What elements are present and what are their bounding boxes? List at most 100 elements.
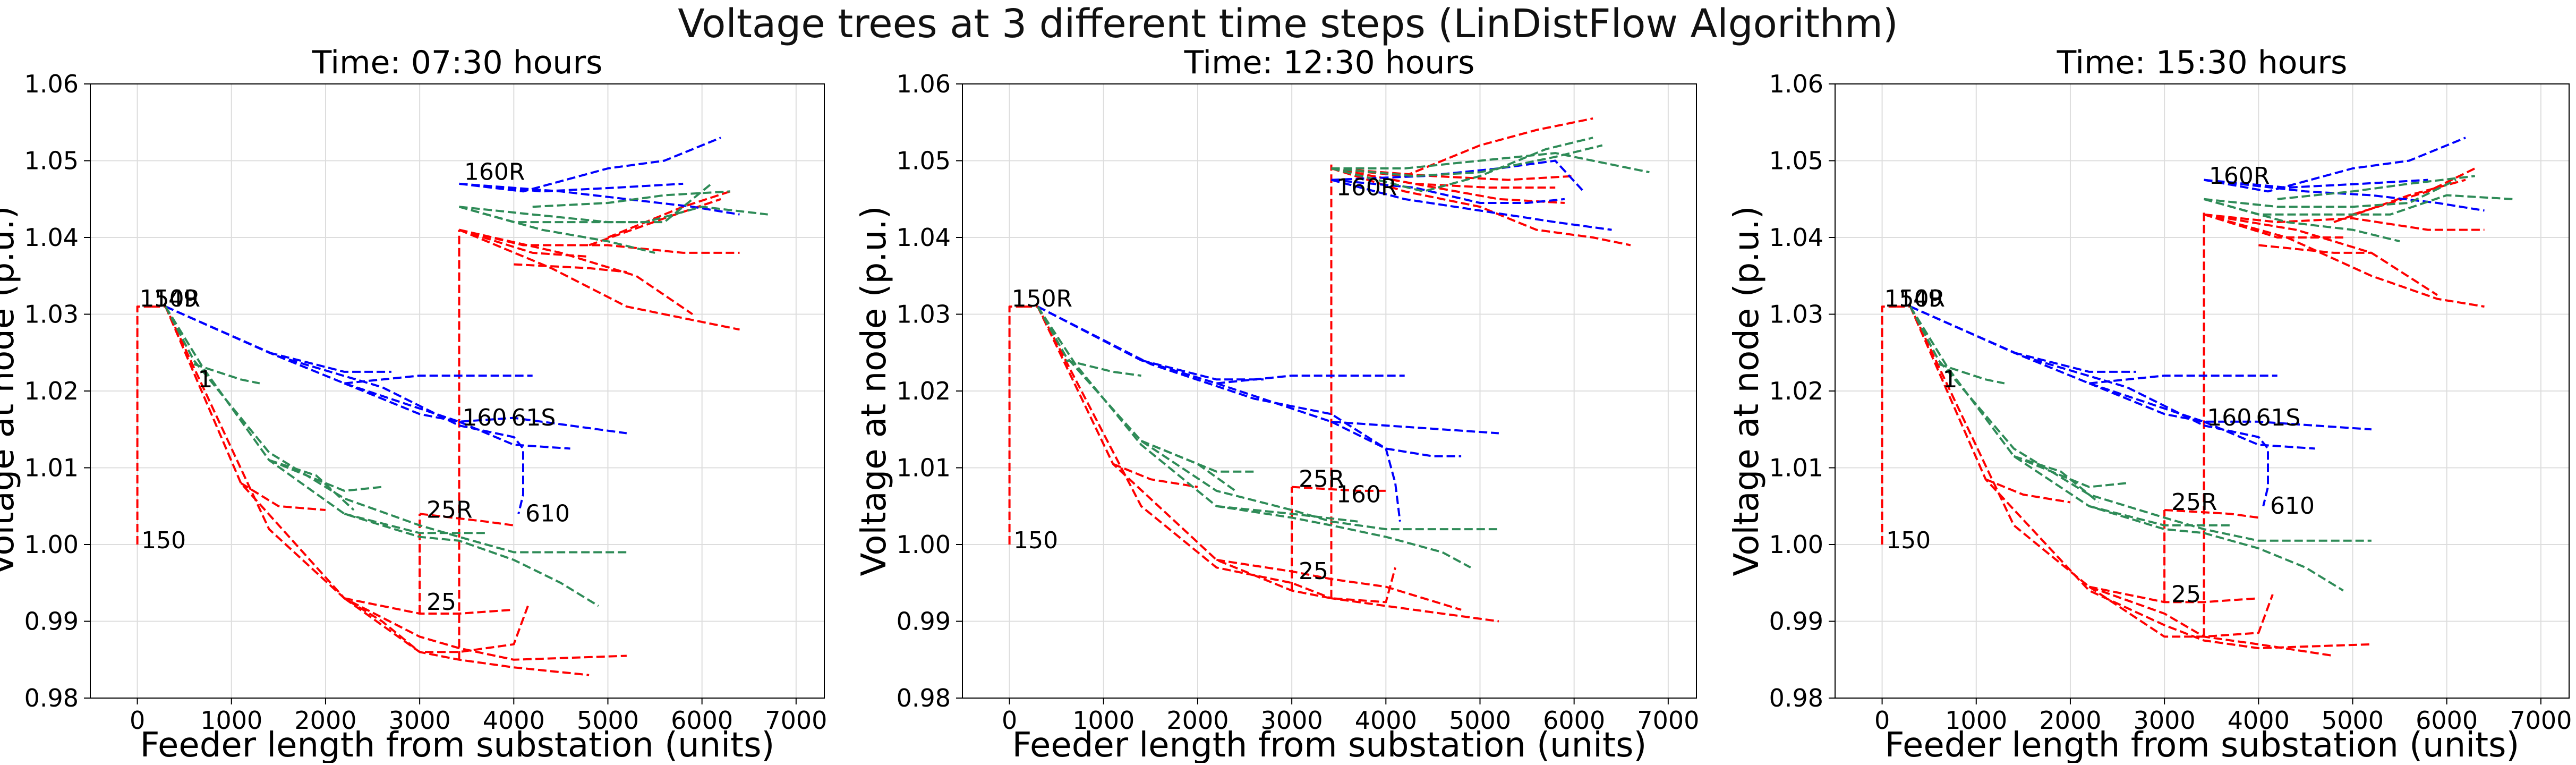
- series-line-phase-b: [165, 305, 627, 435]
- series-line-phase-c: [2203, 194, 2513, 216]
- node-label: 149: [153, 285, 198, 312]
- node-label: 160R: [1336, 174, 1397, 201]
- y-tick-label: 1.06: [24, 70, 79, 98]
- series-line-phase-a: [240, 482, 326, 511]
- series-line-phase-b: [1330, 178, 1612, 231]
- x-tick-label: 5000: [2322, 706, 2384, 735]
- x-tick-label: 3000: [389, 706, 451, 735]
- series-line-phase-b: [344, 382, 459, 423]
- node-label: 61S: [2256, 404, 2300, 431]
- series-line-phase-b: [1331, 159, 1584, 192]
- node-label: 149: [1898, 285, 1943, 312]
- x-tick-label: 4000: [2228, 706, 2290, 735]
- y-tick-label: 1.03: [24, 300, 79, 329]
- series-line-phase-a: [1112, 463, 1198, 488]
- x-tick-label: 7000: [2510, 706, 2572, 735]
- series-line-phase-c: [2277, 175, 2476, 200]
- series-line-phase-b: [2204, 137, 2466, 193]
- node-label: 150: [1886, 527, 1931, 554]
- y-tick-label: 0.99: [24, 607, 79, 636]
- series-line-phase-a: [459, 228, 694, 316]
- node-label: 150R: [1012, 285, 1073, 312]
- series-line-phase-c: [164, 306, 627, 554]
- x-tick-label: 6000: [671, 706, 733, 735]
- y-axis-label: Voltage at node (p.u.): [1727, 206, 1767, 576]
- series-line-phase-c: [2204, 178, 2457, 208]
- series-line-phase-a: [2203, 213, 2343, 239]
- series-line-phase-c: [2088, 505, 2231, 526]
- x-tick-label: 1000: [1072, 706, 1135, 735]
- node-label: 61S: [511, 404, 556, 431]
- series-line-phase-a: [607, 190, 731, 239]
- series-line-phase-b: [2089, 375, 2278, 385]
- node-label: 1: [198, 366, 212, 393]
- x-tick-label: 7000: [1637, 706, 1699, 735]
- node-label: 610: [2270, 492, 2315, 520]
- node-label: 25: [1299, 558, 1328, 585]
- series-line-phase-a: [1036, 306, 1396, 604]
- series-line-phase-b: [1037, 305, 1401, 522]
- y-tick-label: 1.00: [1769, 530, 1823, 559]
- x-tick-label: 3000: [2134, 706, 2196, 735]
- node-label: 25R: [2171, 489, 2217, 516]
- x-axis-label: Feeder length from substation (units): [140, 726, 775, 763]
- series-line-phase-a: [136, 305, 152, 545]
- y-tick-label: 0.98: [897, 684, 951, 712]
- x-tick-label: 6000: [2416, 706, 2478, 735]
- node-label: 25: [2171, 581, 2201, 608]
- series-line-phase-a: [2258, 244, 2372, 254]
- series-line-phase-b: [459, 137, 721, 193]
- series-line-phase-c: [1036, 306, 1499, 531]
- series-line-phase-a: [458, 228, 590, 258]
- x-tick-label: 6000: [1543, 706, 1605, 735]
- series-line-phase-b: [459, 182, 684, 193]
- chart-title: Time: 07:30 hours: [312, 44, 603, 81]
- series-line-phase-a: [1023, 305, 1499, 623]
- node-label: 160R: [464, 159, 525, 186]
- series-line-phase-b: [1909, 305, 2269, 507]
- series-line-phase-c: [1140, 440, 1255, 473]
- series-line-phase-a: [164, 306, 627, 661]
- series-line-phase-a: [344, 597, 514, 615]
- series-line-phase-a: [2203, 213, 2485, 308]
- series-line-phase-a: [1216, 558, 1462, 611]
- y-tick-label: 1.01: [24, 454, 79, 482]
- series-line-phase-b: [2204, 178, 2428, 189]
- chart-title: Time: 15:30 hours: [2057, 44, 2348, 81]
- series-line-phase-a: [1008, 305, 1024, 545]
- y-tick-label: 1.04: [24, 223, 79, 252]
- series-line-phase-a: [2164, 509, 2259, 519]
- y-tick-label: 1.02: [897, 377, 951, 405]
- series-line-phase-a: [1291, 486, 1386, 492]
- series-line-phase-c: [458, 206, 768, 224]
- y-tick-label: 1.02: [24, 377, 79, 405]
- series-line-phase-b: [2203, 420, 2315, 450]
- x-tick-label: 1000: [200, 706, 262, 735]
- series-line-phase-c: [2203, 198, 2400, 243]
- series-line-phase-b: [458, 420, 570, 450]
- y-tick-label: 0.99: [897, 607, 951, 636]
- x-tick-label: 0: [1874, 706, 1890, 735]
- y-tick-label: 1.00: [897, 530, 951, 559]
- series-line-phase-b: [2014, 351, 2136, 373]
- series-line-phase-c: [458, 206, 655, 254]
- series-line-phase-b: [1141, 359, 1264, 381]
- figure-title: Voltage trees at 3 different time steps …: [678, 1, 1898, 47]
- y-tick-label: 1.01: [897, 454, 951, 482]
- y-tick-label: 1.04: [897, 223, 951, 252]
- series-line-phase-a: [2352, 167, 2476, 216]
- x-tick-label: 2000: [294, 706, 356, 735]
- node-label: 150: [1013, 527, 1058, 554]
- x-tick-label: 4000: [483, 706, 545, 735]
- series-line-phase-c: [344, 513, 486, 534]
- node-label: 160: [2207, 404, 2251, 431]
- x-tick-label: 5000: [577, 706, 639, 735]
- series-line-phase-a: [458, 228, 740, 331]
- series-line-phase-a: [588, 198, 721, 246]
- series-line-phase-a: [419, 513, 514, 526]
- y-tick-label: 1.06: [1769, 70, 1823, 98]
- series-line-phase-a: [344, 597, 529, 653]
- series-line-phase-b: [2204, 178, 2485, 212]
- series-line-phase-b: [165, 305, 524, 514]
- series-line-phase-c: [1331, 152, 1650, 174]
